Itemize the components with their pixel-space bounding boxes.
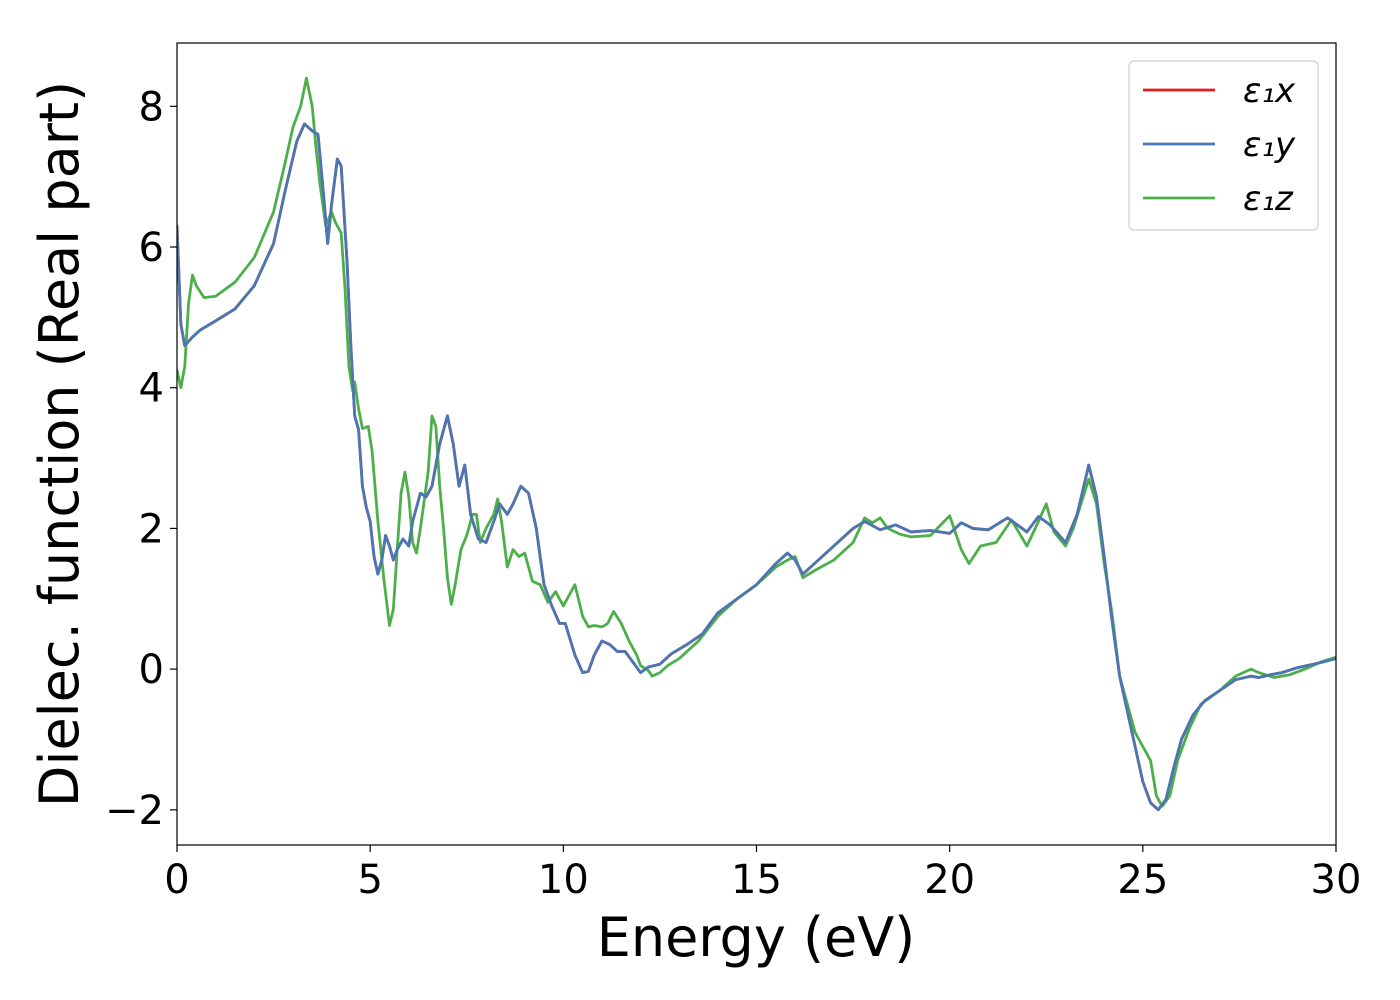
series-line-2 bbox=[177, 76, 1336, 808]
y-tick-label: 0 bbox=[139, 647, 164, 693]
legend-label: ε₁x bbox=[1243, 71, 1296, 111]
series-line-1 bbox=[177, 122, 1336, 812]
legend-items: ε₁x ε₁y ε₁z bbox=[1143, 71, 1296, 219]
legend-label: ε₁z bbox=[1243, 179, 1294, 219]
legend-box bbox=[1128, 60, 1319, 231]
y-tick-label: −2 bbox=[105, 788, 164, 834]
x-tick-label: 20 bbox=[924, 857, 975, 903]
series-layer bbox=[177, 76, 1336, 812]
x-axis-label: Energy (eV) bbox=[597, 906, 916, 969]
y-axis: −2 0 2 4 6 8 bbox=[105, 84, 177, 834]
x-tick-label: 30 bbox=[1311, 857, 1362, 903]
x-tick-label: 5 bbox=[357, 857, 382, 903]
y-tick-label: 6 bbox=[139, 225, 164, 271]
y-tick-label: 2 bbox=[139, 506, 164, 552]
x-tick-label: 25 bbox=[1117, 857, 1168, 903]
y-tick-label: 8 bbox=[139, 84, 164, 130]
y-axis-label: Dielec. function (Real part) bbox=[28, 81, 91, 807]
x-tick-label: 0 bbox=[164, 857, 189, 903]
x-tick-label: 10 bbox=[538, 857, 589, 903]
x-axis: 0 5 10 15 20 25 30 bbox=[164, 845, 1361, 903]
legend: ε₁x ε₁y ε₁z bbox=[1128, 60, 1319, 231]
legend-label: ε₁y bbox=[1243, 125, 1296, 165]
x-tick-label: 15 bbox=[731, 857, 782, 903]
y-tick-label: 4 bbox=[139, 366, 164, 412]
